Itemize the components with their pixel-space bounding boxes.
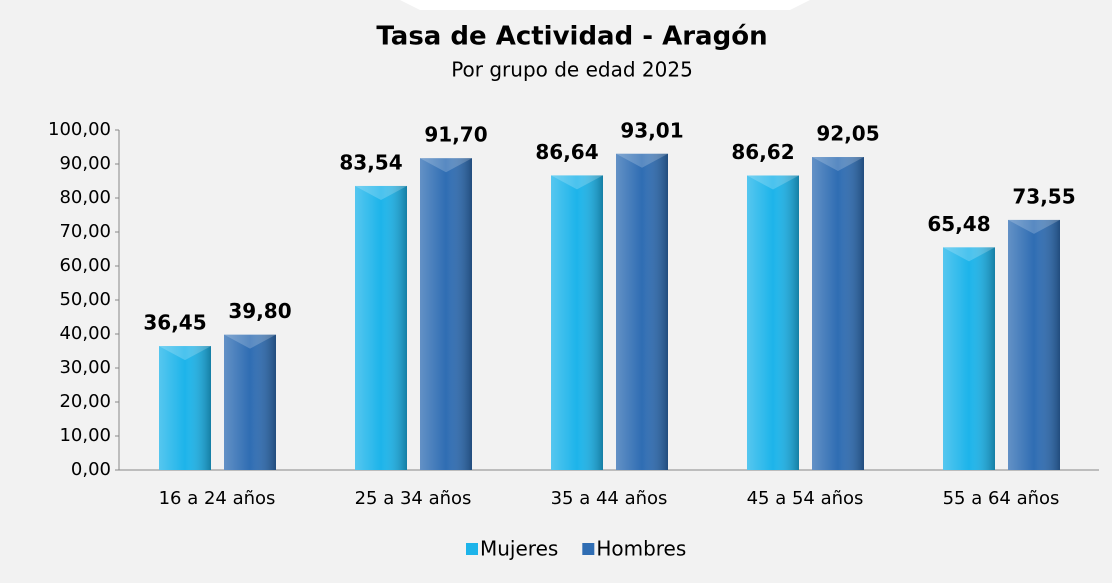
bar-bevel (1008, 219, 1060, 234)
legend-swatch (582, 543, 595, 555)
bar-bevel (355, 185, 407, 200)
y-tick-label: 0,00 (71, 459, 111, 480)
bar-bevel (812, 157, 864, 172)
y-tick-label: 20,00 (59, 391, 111, 412)
bar (224, 334, 276, 470)
value-label: 93,01 (620, 118, 683, 142)
value-label: 92,05 (816, 122, 879, 146)
value-label: 86,62 (731, 140, 794, 164)
bar (812, 157, 864, 470)
bar (747, 175, 799, 470)
legend-swatch (466, 543, 478, 555)
y-tick-label: 30,00 (59, 357, 111, 378)
bar-bevel (943, 247, 995, 262)
bar-bevel (551, 175, 603, 190)
value-label: 86,64 (535, 140, 598, 164)
legend-label: Hombres (596, 537, 686, 561)
bar (551, 175, 603, 470)
y-tick-label: 70,00 (59, 221, 111, 242)
value-label: 65,48 (927, 212, 990, 236)
decoration (400, 0, 810, 10)
value-label: 39,80 (228, 299, 291, 323)
value-label: 36,45 (143, 311, 206, 335)
bar (943, 247, 995, 470)
y-tick-label: 60,00 (59, 255, 111, 276)
x-tick-label: 16 a 24 años (159, 488, 276, 509)
bar-bevel (224, 334, 276, 349)
y-tick-label: 50,00 (59, 289, 111, 310)
bar (1008, 219, 1060, 470)
bar-bevel (159, 346, 211, 361)
chart-subtitle: Por grupo de edad 2025 (451, 58, 693, 82)
bar (355, 185, 407, 471)
value-label: 83,54 (339, 150, 402, 174)
value-label: 91,70 (424, 123, 487, 147)
y-tick-label: 10,00 (59, 425, 111, 446)
bar (159, 346, 211, 470)
x-tick-label: 25 a 34 años (355, 488, 472, 509)
legend-label: Mujeres (480, 537, 558, 561)
bar-bevel (616, 153, 668, 168)
bar (420, 158, 472, 470)
bar-bevel (747, 175, 799, 190)
chart-title: Tasa de Actividad - Aragón (376, 22, 767, 52)
y-tick-label: 90,00 (59, 153, 111, 174)
y-tick-label: 40,00 (59, 323, 111, 344)
bar-bevel (420, 158, 472, 173)
x-tick-label: 35 a 44 años (551, 488, 668, 509)
y-tick-label: 100,00 (48, 119, 111, 140)
y-tick-label: 80,00 (59, 187, 111, 208)
x-tick-label: 55 a 64 años (943, 488, 1060, 509)
bar (616, 153, 668, 471)
value-label: 73,55 (1012, 184, 1075, 208)
x-tick-label: 45 a 54 años (747, 488, 864, 509)
